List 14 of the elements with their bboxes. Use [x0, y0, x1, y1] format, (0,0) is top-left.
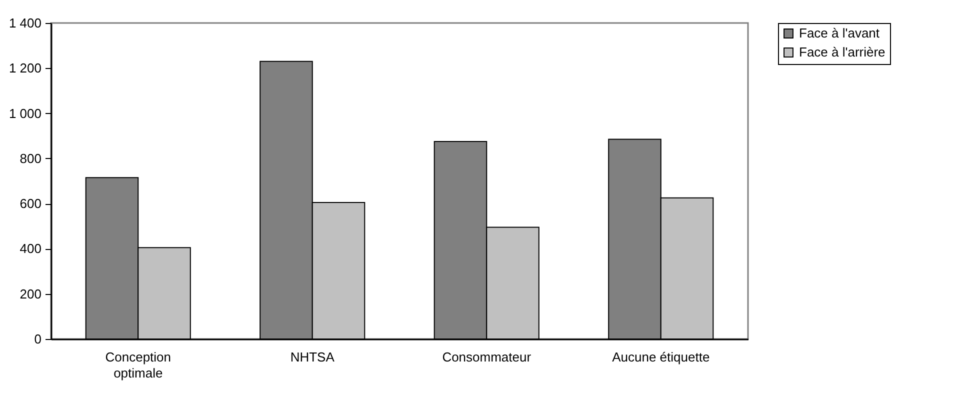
y-tick-label: 1 000	[8, 106, 42, 121]
x-tick-label: Consommateur	[442, 350, 532, 364]
y-tick-label: 200	[20, 286, 42, 302]
y-tick-label: 800	[20, 150, 42, 166]
legend-label: Face à l'arrière	[799, 44, 886, 60]
y-tick-label: 400	[20, 241, 42, 256]
y-tick-label: 1 400	[8, 16, 42, 30]
y-tick-label: 600	[20, 196, 42, 212]
y-tick-label: 1 200	[8, 60, 42, 76]
legend-label: Face à l'avant	[799, 26, 880, 40]
x-tick-label: Aucune étiquette	[612, 350, 710, 364]
x-tick-label: NHTSA	[290, 350, 335, 364]
y-tick-label: 0	[34, 332, 42, 346]
x-tick-label: Conception optimale	[105, 350, 172, 380]
